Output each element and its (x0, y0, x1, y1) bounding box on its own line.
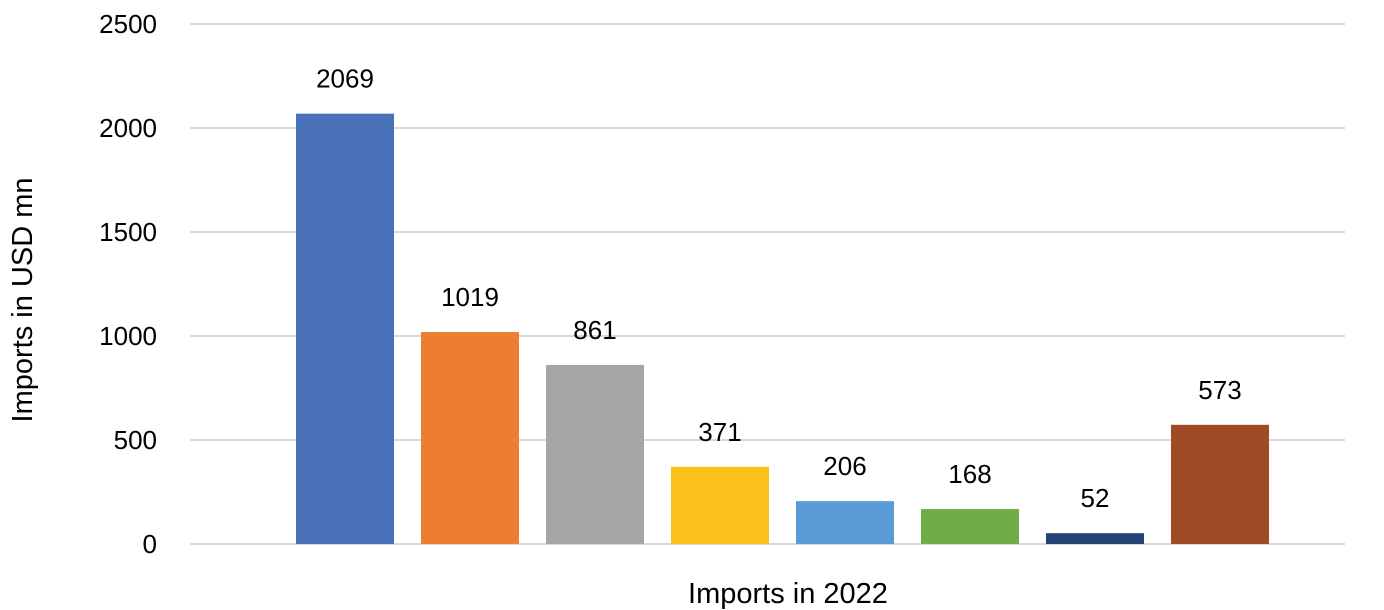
bar-data-label: 168 (948, 459, 991, 489)
bar-data-label: 861 (573, 315, 616, 345)
bar-data-label: 206 (823, 451, 866, 481)
data-labels: 2069 1019 861 371 206 168 52 573 (316, 64, 1242, 514)
y-tick-label: 1000 (99, 321, 157, 351)
bar-data-label: 573 (1198, 375, 1241, 405)
bar-data-label: 52 (1081, 483, 1110, 513)
bar (1171, 424, 1269, 544)
bar (796, 501, 894, 544)
bar (421, 332, 519, 544)
y-tick-label: 2000 (99, 113, 157, 143)
bar-data-label: 2069 (316, 64, 374, 94)
y-axis-title: Imports in USD mn (7, 178, 39, 423)
bar (296, 113, 394, 544)
bar (921, 509, 1019, 544)
x-axis-title: Imports in 2022 (688, 578, 888, 610)
bar (671, 466, 769, 544)
bar-data-label: 371 (698, 417, 741, 447)
bar-data-label: 1019 (441, 282, 499, 312)
bar (1046, 533, 1144, 544)
y-tick-label: 1500 (99, 217, 157, 247)
y-tick-label: 2500 (99, 9, 157, 39)
y-axis-tick-labels: 0 500 1000 1500 2000 2500 (99, 9, 157, 559)
y-tick-label: 0 (143, 529, 157, 559)
bar (546, 364, 644, 544)
y-tick-label: 500 (114, 425, 157, 455)
bars (296, 113, 1269, 544)
